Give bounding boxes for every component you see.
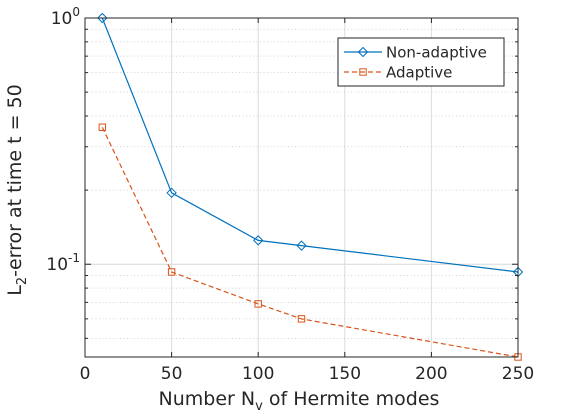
series-layer (97, 12, 524, 361)
x-tick-label: 100 (242, 364, 274, 384)
data-point (296, 240, 307, 251)
axes-box (84, 17, 519, 358)
legend-label-0: Non-adaptive (386, 44, 487, 62)
legend-marker-1 (359, 68, 367, 76)
y-tick-label: 10-1 (46, 251, 80, 275)
legend: Non-adaptive Adaptive (337, 37, 505, 87)
series-1 (98, 123, 522, 361)
data-point (97, 12, 108, 24)
data-point (254, 300, 262, 308)
data-point (297, 315, 306, 323)
data-point (252, 235, 264, 246)
series-line (101, 17, 519, 273)
legend-marker-0 (357, 46, 369, 58)
legend-box (337, 37, 505, 87)
x-tick-label: 0 (80, 364, 91, 384)
x-tick-label: 150 (329, 364, 361, 384)
series-0 (97, 12, 524, 278)
x-tick-label: 50 (161, 364, 183, 384)
y-tick-label: 100 (51, 5, 80, 29)
x-axis-label: Number Nv of Hermite modes (159, 388, 440, 414)
data-point (166, 187, 177, 199)
data-point (98, 123, 107, 131)
x-tick-label: 200 (415, 364, 447, 384)
legend-label-1: Adaptive (386, 64, 452, 82)
axes (84, 17, 519, 358)
y-axis-label: L2-error at time t = 50 (4, 84, 30, 296)
x-tick-label: 250 (502, 364, 534, 384)
data-point (167, 268, 176, 276)
tick-labels: 0 50 100 150 200 250 10-1 100 (46, 5, 534, 384)
series-line (101, 127, 519, 358)
